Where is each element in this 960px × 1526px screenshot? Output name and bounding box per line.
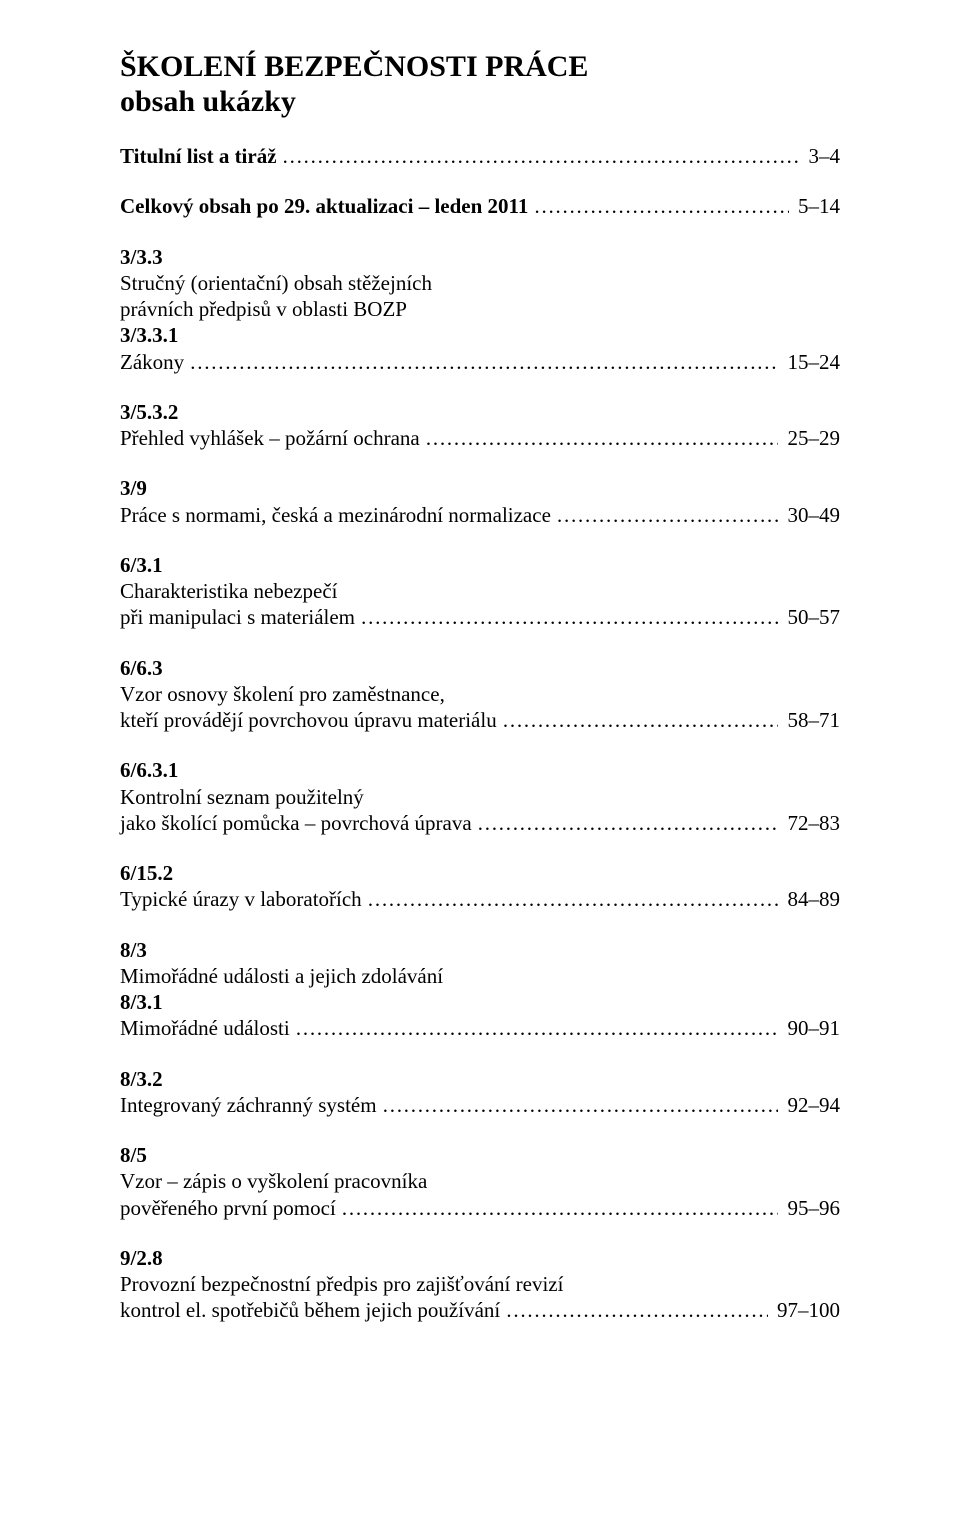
toc-entry-text: Stručný (orientační) obsah stěžejních xyxy=(120,270,840,296)
toc-leader-dots xyxy=(534,193,789,219)
toc-entry-code: 3/9 xyxy=(120,475,840,501)
toc-entry-code: 3/3.3 xyxy=(120,244,840,270)
table-of-contents: Titulní list a tiráž 3–4 Celkový obsah po… xyxy=(120,143,840,1324)
toc-entry-row: Práce s normami, česká a mezinárodní nor… xyxy=(120,502,840,528)
toc-entry-row: Celkový obsah po 29. aktualizaci – leden… xyxy=(120,193,840,219)
toc-entry-lead: kteří provádějí povrchovou úpravu materi… xyxy=(120,707,502,733)
toc-entry: 6/3.1Charakteristika nebezpečípři manipu… xyxy=(120,552,840,631)
toc-entry-pages: 97–100 xyxy=(768,1297,840,1323)
toc-entry-text: Provozní bezpečnostní předpis pro zajišť… xyxy=(120,1271,840,1297)
toc-entry-text: Vzor – zápis o vyškolení pracovníka xyxy=(120,1168,840,1194)
toc-entry: 6/6.3.1Kontrolní seznam použitelnýjako š… xyxy=(120,757,840,836)
toc-entry-lead: Titulní list a tiráž xyxy=(120,143,282,169)
toc-entry-row: jako školící pomůcka – povrchová úprava … xyxy=(120,810,840,836)
toc-entry-code: 6/6.3 xyxy=(120,655,840,681)
page-title: ŠKOLENÍ BEZPEČNOSTI PRÁCE obsah ukázky xyxy=(120,50,840,119)
toc-entry-code: 6/15.2 xyxy=(120,860,840,886)
toc-entry-lead: Přehled vyhlášek – požární ochrana xyxy=(120,425,425,451)
toc-entry-lead: Integrovaný záchranný systém xyxy=(120,1092,382,1118)
toc-entry-pages: 72–83 xyxy=(778,810,840,836)
toc-entry: 3/9Práce s normami, česká a mezinárodní … xyxy=(120,475,840,528)
toc-entry-pages: 95–96 xyxy=(778,1195,840,1221)
toc-entry-lead: Celkový obsah po 29. aktualizaci – leden… xyxy=(120,193,534,219)
toc-entry-code: 8/3.1 xyxy=(120,989,840,1015)
toc-entry-lead: pověřeného první pomocí xyxy=(120,1195,341,1221)
toc-entry-text: Kontrolní seznam použitelný xyxy=(120,784,840,810)
toc-entry-code: 6/3.1 xyxy=(120,552,840,578)
toc-entry: 8/5Vzor – zápis o vyškolení pracovníkapo… xyxy=(120,1142,840,1221)
toc-leader-dots xyxy=(295,1015,778,1041)
toc-entry-pages: 58–71 xyxy=(778,707,840,733)
toc-entry: Titulní list a tiráž 3–4 xyxy=(120,143,840,169)
toc-entry-row: kteří provádějí povrchovou úpravu materi… xyxy=(120,707,840,733)
toc-entry-text: Vzor osnovy školení pro zaměstnance, xyxy=(120,681,840,707)
toc-entry-code: 8/3 xyxy=(120,937,840,963)
toc-entry-row: Přehled vyhlášek – požární ochrana 25–29 xyxy=(120,425,840,451)
toc-entry-lead: Typické úrazy v laboratořích xyxy=(120,886,367,912)
toc-entry-lead: jako školící pomůcka – povrchová úprava xyxy=(120,810,477,836)
title-line-2: obsah ukázky xyxy=(120,85,840,120)
toc-entry-code: 6/6.3.1 xyxy=(120,757,840,783)
toc-entry-pages: 3–4 xyxy=(799,143,840,169)
toc-entry-lead: kontrol el. spotřebičů během jejich použ… xyxy=(120,1297,505,1323)
toc-entry-pages: 84–89 xyxy=(778,886,840,912)
toc-entry-text: právních předpisů v oblasti BOZP xyxy=(120,296,840,322)
toc-leader-dots xyxy=(505,1297,767,1323)
title-line-1: ŠKOLENÍ BEZPEČNOSTI PRÁCE xyxy=(120,50,840,85)
toc-entry-pages: 30–49 xyxy=(778,502,840,528)
toc-entry: 6/6.3Vzor osnovy školení pro zaměstnance… xyxy=(120,655,840,734)
toc-entry-row: Zákony 15–24 xyxy=(120,349,840,375)
toc-entry: 9/2.8Provozní bezpečnostní předpis pro z… xyxy=(120,1245,840,1324)
toc-leader-dots xyxy=(425,425,778,451)
toc-entry-row: Mimořádné události 90–91 xyxy=(120,1015,840,1041)
toc-entry: 8/3.2Integrovaný záchranný systém 92–94 xyxy=(120,1066,840,1119)
toc-entry-code: 3/3.3.1 xyxy=(120,322,840,348)
toc-entry-text: Mimořádné události a jejich zdolávání xyxy=(120,963,840,989)
toc-entry-row: Typické úrazy v laboratořích 84–89 xyxy=(120,886,840,912)
toc-entry-row: při manipulaci s materiálem 50–57 xyxy=(120,604,840,630)
toc-entry-text: Charakteristika nebezpečí xyxy=(120,578,840,604)
toc-entry: Celkový obsah po 29. aktualizaci – leden… xyxy=(120,193,840,219)
toc-entry-code: 8/3.2 xyxy=(120,1066,840,1092)
toc-entry: 3/3.3Stručný (orientační) obsah stěžejní… xyxy=(120,244,840,375)
toc-entry-code: 3/5.3.2 xyxy=(120,399,840,425)
toc-leader-dots xyxy=(556,502,778,528)
toc-entry: 8/3Mimořádné události a jejich zdolávání… xyxy=(120,937,840,1042)
toc-entry-lead: Mimořádné události xyxy=(120,1015,295,1041)
toc-entry-code: 8/5 xyxy=(120,1142,840,1168)
toc-entry-row: Integrovaný záchranný systém 92–94 xyxy=(120,1092,840,1118)
toc-entry-row: Titulní list a tiráž 3–4 xyxy=(120,143,840,169)
toc-entry-pages: 15–24 xyxy=(778,349,840,375)
toc-entry-pages: 92–94 xyxy=(778,1092,840,1118)
toc-leader-dots xyxy=(367,886,778,912)
toc-entry-lead: Práce s normami, česká a mezinárodní nor… xyxy=(120,502,556,528)
toc-entry-pages: 50–57 xyxy=(778,604,840,630)
toc-entry-pages: 90–91 xyxy=(778,1015,840,1041)
toc-leader-dots xyxy=(477,810,778,836)
toc-entry-lead: Zákony xyxy=(120,349,189,375)
toc-entry-pages: 5–14 xyxy=(789,193,840,219)
toc-entry-lead: při manipulaci s materiálem xyxy=(120,604,360,630)
toc-leader-dots xyxy=(502,707,778,733)
toc-entry-row: pověřeného první pomocí 95–96 xyxy=(120,1195,840,1221)
toc-entry: 6/15.2Typické úrazy v laboratořích 84–89 xyxy=(120,860,840,913)
toc-entry-row: kontrol el. spotřebičů během jejich použ… xyxy=(120,1297,840,1323)
toc-entry-code: 9/2.8 xyxy=(120,1245,840,1271)
toc-entry-pages: 25–29 xyxy=(778,425,840,451)
toc-leader-dots xyxy=(382,1092,778,1118)
toc-leader-dots xyxy=(189,349,778,375)
toc-entry: 3/5.3.2Přehled vyhlášek – požární ochran… xyxy=(120,399,840,452)
toc-leader-dots xyxy=(341,1195,778,1221)
toc-leader-dots xyxy=(360,604,778,630)
toc-leader-dots xyxy=(282,143,799,169)
